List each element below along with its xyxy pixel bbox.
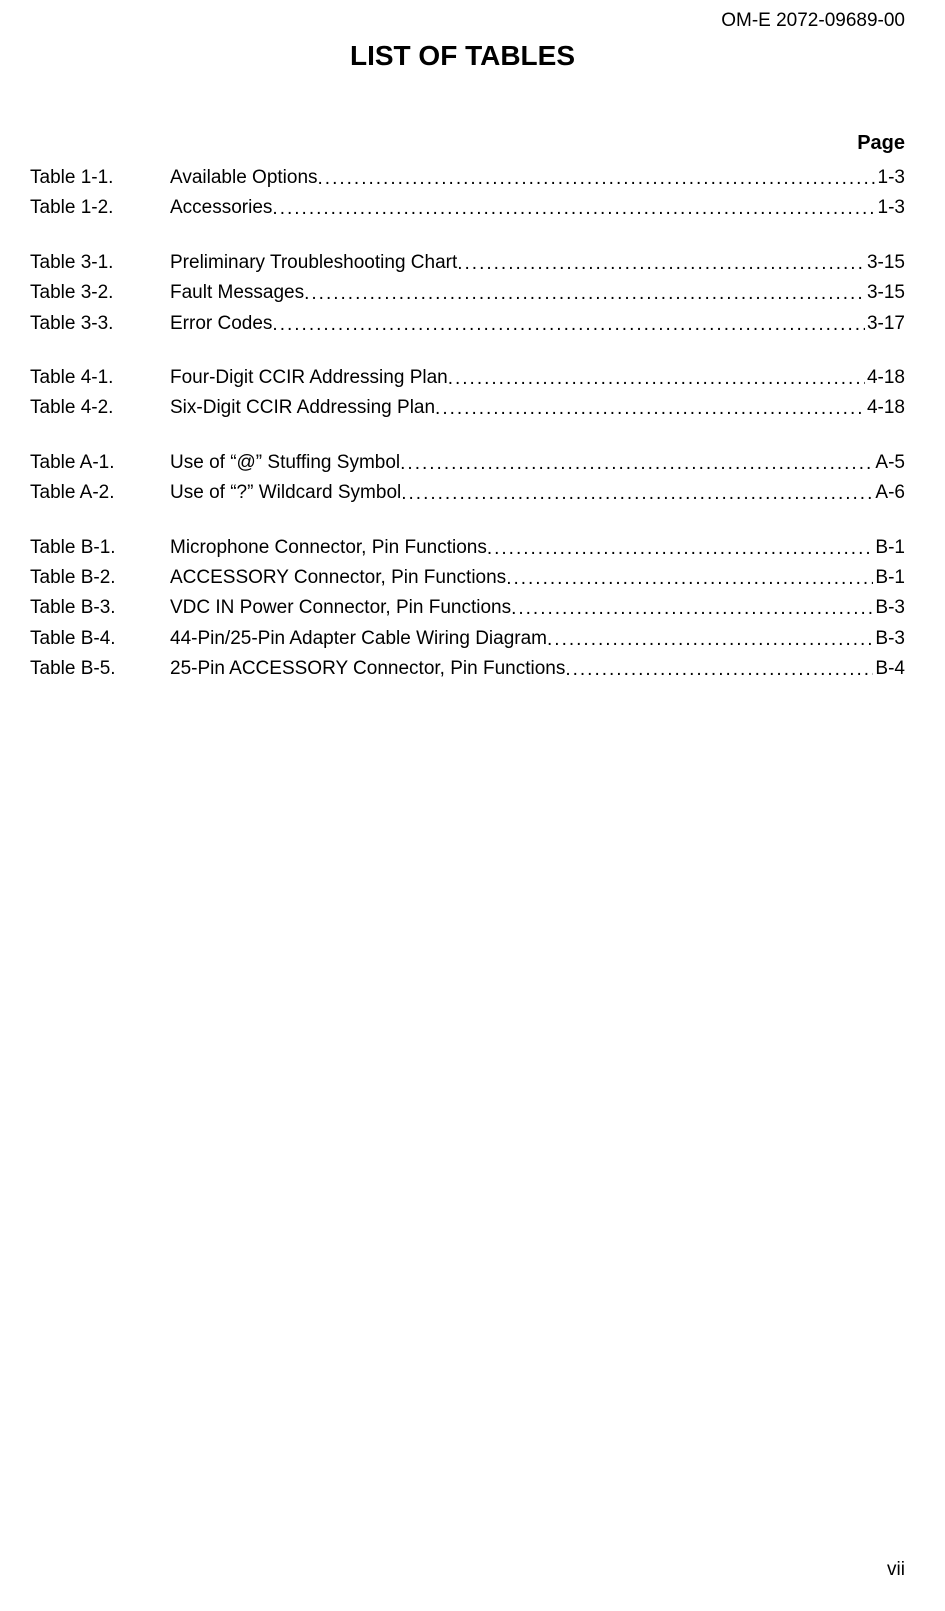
toc-entry-label: Table 3-1. — [30, 248, 170, 278]
toc-leader-dots — [272, 194, 875, 224]
toc-group: Table A-1.Use of “@” Stuffing SymbolA-5T… — [30, 448, 895, 509]
toc-entry-label: Table 4-2. — [30, 393, 170, 423]
toc-leader-dots — [318, 164, 876, 194]
toc-entry: Table 3-3.Error Codes3-17 — [30, 309, 895, 339]
toc-entry: Table A-2.Use of “?” Wildcard SymbolA-6 — [30, 478, 895, 508]
toc-entry-label: Table 1-1. — [30, 163, 170, 193]
toc-leader-dots — [448, 364, 865, 394]
toc-entry-page: 3-17 — [865, 309, 905, 339]
toc-entry: Table B-1.Microphone Connector, Pin Func… — [30, 533, 895, 563]
toc-entry-label: Table 3-3. — [30, 309, 170, 339]
toc-entry-title: Fault Messages — [170, 278, 304, 308]
toc-leader-dots — [457, 249, 865, 279]
toc-entry: Table 3-2.Fault Messages3-15 — [30, 278, 895, 308]
toc-entry-label: Table B-3. — [30, 593, 170, 623]
toc-entry-title: Error Codes — [170, 309, 272, 339]
toc-entry-title: Accessories — [170, 193, 272, 223]
toc-leader-dots — [304, 279, 865, 309]
toc-leader-dots — [511, 594, 873, 624]
toc-entry-title: VDC IN Power Connector, Pin Functions — [170, 593, 511, 623]
toc-entry-title: 25-Pin ACCESSORY Connector, Pin Function… — [170, 654, 565, 684]
toc-entry-page: B-1 — [873, 563, 905, 593]
toc-entry-label: Table A-2. — [30, 478, 170, 508]
toc-entry-label: Table 1-2. — [30, 193, 170, 223]
toc-entry-title: Four-Digit CCIR Addressing Plan — [170, 363, 448, 393]
toc-leader-dots — [547, 625, 873, 655]
toc-entry: Table B-5.25-Pin ACCESSORY Connector, Pi… — [30, 654, 895, 684]
toc-entry-page: B-4 — [873, 654, 905, 684]
toc-entry-label: Table 3-2. — [30, 278, 170, 308]
toc-entry-page: B-3 — [873, 593, 905, 623]
toc-entry-title: Use of “?” Wildcard Symbol — [170, 478, 401, 508]
toc-entry-title: Preliminary Troubleshooting Chart — [170, 248, 457, 278]
table-of-contents: Table 1-1.Available Options1-3Table 1-2.… — [30, 163, 895, 684]
toc-entry-page: B-1 — [873, 533, 905, 563]
toc-entry-label: Table B-4. — [30, 624, 170, 654]
toc-entry-page: A-6 — [873, 478, 905, 508]
toc-entry-title: Six-Digit CCIR Addressing Plan — [170, 393, 435, 423]
toc-entry: Table 3-1.Preliminary Troubleshooting Ch… — [30, 248, 895, 278]
toc-entry-label: Table B-2. — [30, 563, 170, 593]
toc-leader-dots — [435, 394, 865, 424]
page-column-header: Page — [30, 132, 905, 155]
toc-group: Table 1-1.Available Options1-3Table 1-2.… — [30, 163, 895, 224]
toc-entry-page: 1-3 — [876, 163, 905, 193]
toc-entry: Table B-2.ACCESSORY Connector, Pin Funct… — [30, 563, 895, 593]
toc-entry-page: 4-18 — [865, 393, 905, 423]
toc-entry-title: ACCESSORY Connector, Pin Functions — [170, 563, 506, 593]
toc-leader-dots — [401, 479, 873, 509]
page-number: vii — [887, 1559, 905, 1581]
toc-group: Table B-1.Microphone Connector, Pin Func… — [30, 533, 895, 685]
toc-group: Table 4-1.Four-Digit CCIR Addressing Pla… — [30, 363, 895, 424]
toc-entry-page: 1-3 — [876, 193, 905, 223]
page-title: LIST OF TABLES — [30, 40, 895, 72]
toc-leader-dots — [272, 310, 865, 340]
toc-entry: Table B-4.44-Pin/25-Pin Adapter Cable Wi… — [30, 624, 895, 654]
toc-entry: Table 1-2.Accessories1-3 — [30, 193, 895, 223]
toc-entry-title: Available Options — [170, 163, 318, 193]
toc-entry: Table 4-1.Four-Digit CCIR Addressing Pla… — [30, 363, 895, 393]
document-id: OM-E 2072-09689-00 — [30, 10, 905, 32]
toc-group: Table 3-1.Preliminary Troubleshooting Ch… — [30, 248, 895, 339]
toc-leader-dots — [565, 655, 873, 685]
toc-entry-page: 3-15 — [865, 278, 905, 308]
toc-entry-title: Use of “@” Stuffing Symbol — [170, 448, 400, 478]
toc-entry-page: A-5 — [873, 448, 905, 478]
toc-entry-label: Table 4-1. — [30, 363, 170, 393]
toc-leader-dots — [506, 564, 873, 594]
toc-entry: Table B-3.VDC IN Power Connector, Pin Fu… — [30, 593, 895, 623]
toc-entry-page: 3-15 — [865, 248, 905, 278]
toc-entry: Table 4-2.Six-Digit CCIR Addressing Plan… — [30, 393, 895, 423]
toc-entry-label: Table B-5. — [30, 654, 170, 684]
toc-entry: Table A-1.Use of “@” Stuffing SymbolA-5 — [30, 448, 895, 478]
toc-leader-dots — [487, 534, 874, 564]
toc-entry-label: Table B-1. — [30, 533, 170, 563]
toc-entry-title: Microphone Connector, Pin Functions — [170, 533, 487, 563]
toc-entry-label: Table A-1. — [30, 448, 170, 478]
toc-leader-dots — [400, 449, 873, 479]
toc-entry-page: 4-18 — [865, 363, 905, 393]
toc-entry-title: 44-Pin/25-Pin Adapter Cable Wiring Diagr… — [170, 624, 547, 654]
toc-entry-page: B-3 — [873, 624, 905, 654]
toc-entry: Table 1-1.Available Options1-3 — [30, 163, 895, 193]
document-page: OM-E 2072-09689-00 LIST OF TABLES Page T… — [0, 0, 945, 1611]
